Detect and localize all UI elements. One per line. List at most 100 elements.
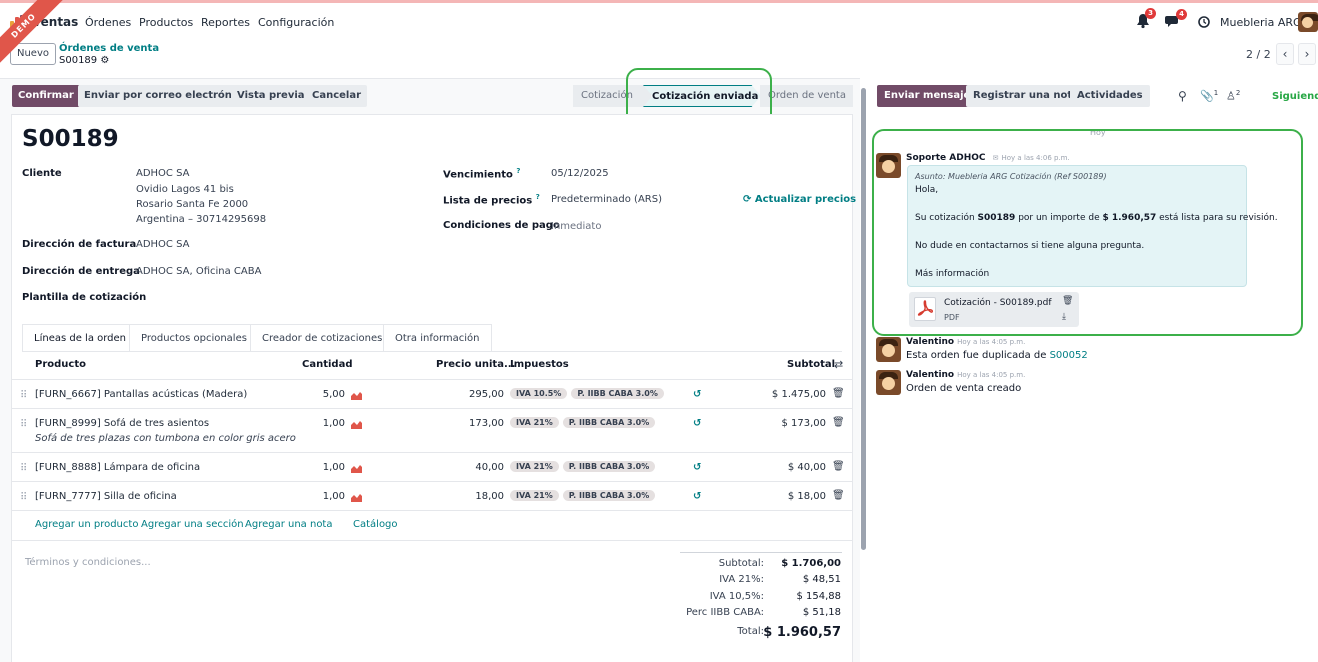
more-info-link[interactable]: Más información xyxy=(915,269,990,279)
pager-previous-button[interactable]: ‹ xyxy=(1276,43,1294,65)
add-product-link[interactable]: Agregar un producto xyxy=(35,519,139,530)
product-cell[interactable]: [FURN_7777] Silla de oficina xyxy=(35,491,177,502)
add-section-link[interactable]: Agregar una sección xyxy=(141,519,244,530)
status-step-quotation[interactable]: Cotización xyxy=(573,85,651,107)
terms-input[interactable]: Términos y condiciones... xyxy=(25,557,151,568)
pager-value[interactable]: 2 / 2 xyxy=(1246,48,1271,61)
unit-price-cell[interactable]: 40,00 xyxy=(475,462,504,473)
tab-other-info[interactable]: Otra información xyxy=(383,324,492,352)
customer-name[interactable]: ADHOC SA xyxy=(136,168,190,179)
taxes-cell[interactable]: IVA 21% P. IIBB CABA 3.0% xyxy=(510,417,659,428)
attachments-button[interactable]: 📎1 xyxy=(1200,89,1219,103)
tab-quotation-builder[interactable]: Creador de cotizaciones xyxy=(250,324,395,352)
payment-terms-field[interactable]: Inmediato xyxy=(551,221,602,232)
quantity-cell[interactable]: 1,00 xyxy=(322,462,345,473)
menu-ordenes[interactable]: Órdenes xyxy=(85,16,132,29)
message-author[interactable]: Valentino Hoy a las 4:05 p.m. xyxy=(906,370,1026,380)
duplicated-from-link[interactable]: S00052 xyxy=(1049,350,1088,361)
attachment-name[interactable]: Cotización - S00189.pdf xyxy=(944,298,1052,308)
author-avatar[interactable] xyxy=(876,153,901,178)
menu-configuracion[interactable]: Configuración xyxy=(258,16,335,29)
drag-handle-icon[interactable]: ⠿ xyxy=(20,492,27,503)
optional-columns-icon[interactable]: ⇄ xyxy=(834,358,844,371)
send-email-button[interactable]: Enviar por correo electrónico xyxy=(78,85,255,107)
reset-taxes-icon[interactable]: ↺ xyxy=(693,389,702,400)
gear-icon[interactable]: ⚙ xyxy=(100,55,110,66)
author-avatar[interactable] xyxy=(876,370,901,395)
column-header-unit-price[interactable]: Precio unita... xyxy=(436,359,516,370)
column-header-quantity[interactable]: Cantidad xyxy=(302,359,353,370)
log-note-button[interactable]: Registrar una nota xyxy=(966,85,1086,107)
drag-handle-icon[interactable]: ⠿ xyxy=(20,390,27,401)
drag-handle-icon[interactable]: ⠿ xyxy=(20,463,27,474)
taxes-cell[interactable]: IVA 10.5% P. IIBB CABA 3.0% xyxy=(510,388,668,399)
delete-line-trash-icon[interactable]: 🗑 xyxy=(832,388,845,399)
delivery-address-field[interactable]: ADHOC SA, Oficina CABA xyxy=(136,266,262,277)
column-header-subtotal[interactable]: Subtotal xyxy=(787,359,836,370)
forecast-chart-icon[interactable] xyxy=(351,493,362,502)
trash-icon[interactable]: 🗑 xyxy=(1062,296,1074,306)
cancel-button[interactable]: Cancelar xyxy=(306,85,368,107)
menu-productos[interactable]: Productos xyxy=(139,16,194,29)
update-prices-button[interactable]: ⟳ Actualizar precios xyxy=(743,194,857,205)
unit-price-cell[interactable]: 295,00 xyxy=(469,389,504,400)
followers-button[interactable]: ♙2 xyxy=(1226,89,1241,103)
product-cell[interactable]: [FURN_6667] Pantallas acústicas (Madera) xyxy=(35,389,248,400)
send-message-button[interactable]: Enviar mensaje xyxy=(877,85,978,107)
column-header-taxes[interactable]: Impuestos xyxy=(510,359,569,370)
delete-line-trash-icon[interactable]: 🗑 xyxy=(832,417,845,428)
paperclip-icon: 📎 xyxy=(1200,89,1214,103)
product-cell[interactable]: [FURN_8888] Lámpara de oficina xyxy=(35,462,201,473)
following-button[interactable]: Siguiendo xyxy=(1272,91,1318,102)
unit-price-cell[interactable]: 18,00 xyxy=(475,491,504,502)
drag-handle-icon[interactable]: ⠿ xyxy=(20,419,27,430)
download-icon[interactable]: ⤓ xyxy=(1062,312,1066,322)
expiry-field[interactable]: 05/12/2025 xyxy=(551,168,609,179)
preview-button[interactable]: Vista previa xyxy=(231,85,311,107)
product-cell[interactable]: [FURN_8999] Sofá de tres asientos xyxy=(35,418,210,429)
message-author[interactable]: Soporte ADHOC ✉ Hoy a las 4:06 p.m. xyxy=(906,153,1070,163)
activity-bell-icon[interactable]: 3 xyxy=(1136,8,1156,29)
attachment-card[interactable] xyxy=(909,292,1079,327)
forecast-chart-icon[interactable] xyxy=(351,464,362,473)
invoice-address-field[interactable]: ADHOC SA xyxy=(136,239,190,250)
tax-tag: IVA 10.5% xyxy=(510,388,568,399)
taxes-cell[interactable]: IVA 21% P. IIBB CABA 3.0% xyxy=(510,461,659,472)
messages-icon[interactable]: 4 xyxy=(1165,9,1187,28)
taxes-cell[interactable]: IVA 21% P. IIBB CABA 3.0% xyxy=(510,490,659,501)
quantity-cell[interactable]: 1,00 xyxy=(322,418,345,429)
envelope-icon: ✉ xyxy=(992,154,999,162)
tab-order-lines[interactable]: Líneas de la orden xyxy=(22,324,139,352)
new-button[interactable]: Nuevo xyxy=(10,43,56,65)
reset-taxes-icon[interactable]: ↺ xyxy=(693,462,702,473)
search-icon[interactable]: ⚲ xyxy=(1178,89,1187,103)
pager-next-button[interactable]: › xyxy=(1298,43,1316,65)
quantity-cell[interactable]: 5,00 xyxy=(322,389,345,400)
forecast-chart-icon[interactable] xyxy=(351,391,362,400)
user-avatar[interactable] xyxy=(1298,12,1318,32)
unit-price-cell[interactable]: 173,00 xyxy=(469,418,504,429)
column-header-product[interactable]: Producto xyxy=(35,359,86,370)
delete-line-trash-icon[interactable]: 🗑 xyxy=(832,461,845,472)
catalog-link[interactable]: Catálogo xyxy=(353,519,398,530)
pricelist-field[interactable]: Predeterminado (ARS) xyxy=(551,194,662,205)
add-note-link[interactable]: Agregar una nota xyxy=(245,519,333,530)
tabs-divider xyxy=(22,351,842,352)
author-avatar[interactable] xyxy=(876,337,901,362)
delete-line-trash-icon[interactable]: 🗑 xyxy=(832,490,845,501)
message-author[interactable]: Valentino Hoy a las 4:05 p.m. xyxy=(906,337,1026,347)
reset-taxes-icon[interactable]: ↺ xyxy=(693,491,702,502)
product-description[interactable]: Sofá de tres plazas con tumbona en color… xyxy=(35,433,296,444)
confirm-button[interactable]: Confirmar xyxy=(12,85,80,107)
form-scrollbar[interactable] xyxy=(861,88,866,550)
quantity-cell[interactable]: 1,00 xyxy=(322,491,345,502)
breadcrumb-sales-orders[interactable]: Órdenes de venta xyxy=(59,43,160,54)
status-step-sales-order[interactable]: Orden de venta xyxy=(760,85,853,107)
menu-reportes[interactable]: Reportes xyxy=(201,16,250,29)
reset-taxes-icon[interactable]: ↺ xyxy=(693,418,702,429)
tab-optional-products[interactable]: Productos opcionales xyxy=(129,324,259,352)
company-switcher[interactable]: Muebleria ARG xyxy=(1220,16,1302,29)
activities-button[interactable]: Actividades xyxy=(1070,85,1150,107)
clock-icon[interactable] xyxy=(1198,16,1210,28)
forecast-chart-icon[interactable] xyxy=(351,420,362,429)
